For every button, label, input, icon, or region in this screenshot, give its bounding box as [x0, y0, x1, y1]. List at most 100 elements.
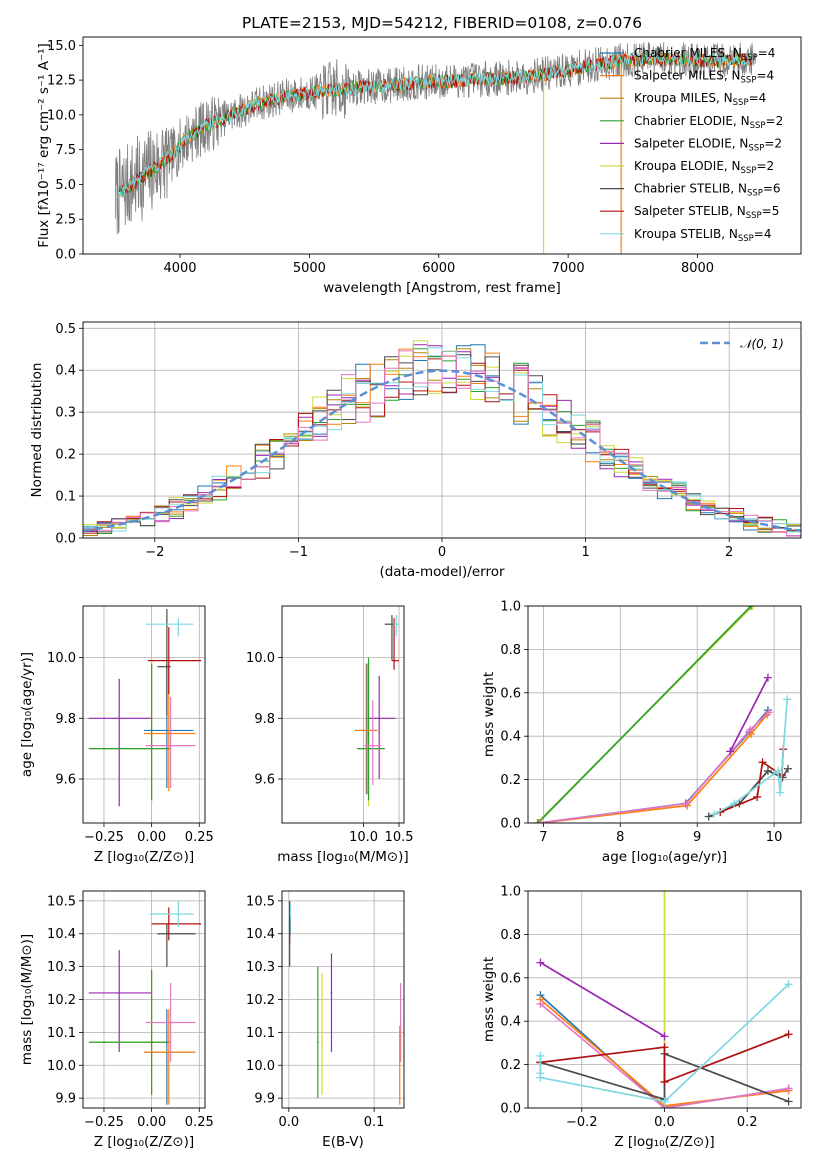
weight-marker — [763, 673, 772, 682]
x-tick-label: −0.25 — [84, 1115, 124, 1130]
weight-series — [540, 1033, 789, 1084]
weight-marker — [537, 819, 546, 823]
errorbar-point — [147, 627, 202, 695]
y-tick-label: 0.2 — [500, 773, 521, 788]
mass_vs_EBV-axes — [282, 891, 404, 1108]
x-axis-label: Z [log₁₀(Z/Z⊙)] — [94, 849, 194, 865]
y-tick-label: 10.2 — [246, 993, 275, 1008]
y-tick-label: 10.0 — [246, 651, 275, 666]
x-axis-label: age [log₁₀(age/yr)] — [602, 849, 727, 865]
legend-entry: Salpeter ELODIE, NSSP=2 — [634, 136, 782, 153]
y-tick-label: 10.3 — [47, 960, 76, 975]
weight-marker — [748, 606, 757, 610]
y-tick-label: 10.5 — [246, 894, 275, 909]
model-spectrum — [117, 51, 753, 198]
errorbar-point — [144, 1009, 196, 1105]
x-tick-label: 0 — [438, 545, 446, 560]
x-axis-label: Z [log₁₀(Z/Z⊙)] — [614, 1134, 714, 1150]
weight-marker — [726, 747, 735, 756]
weight_vs_age-frame: 7 8 9 10 0.0 0.2 0.4 0.6 0.8 1.0 age [log₁₀(age/yr… — [481, 600, 802, 865]
errorbar-point — [357, 657, 385, 801]
y-tick-label: 7.5 — [55, 143, 76, 158]
age_vs_Z-errorbars — [88, 609, 202, 807]
y-tick-label: 0.0 — [55, 248, 76, 263]
x-tick-label: 10.0 — [349, 830, 378, 845]
y-tick-label: 9.6 — [254, 772, 275, 787]
weight-marker — [536, 1051, 545, 1060]
errorbar-point — [88, 678, 152, 807]
weight-marker — [682, 799, 691, 808]
errorbar-point — [391, 618, 400, 670]
x-tick-label: 0.0 — [278, 1115, 299, 1130]
age_vs_mass-axes — [282, 606, 404, 823]
errorbar-point — [88, 950, 152, 1053]
errorbar-point — [330, 953, 333, 1053]
weight_vs_age-lines — [533, 606, 792, 823]
y-tick-label: 10.0 — [246, 1059, 275, 1074]
legend-entry: Kroupa ELODIE, NSSP=2 — [634, 159, 774, 176]
weight-marker — [747, 606, 756, 610]
errorbar-point — [149, 900, 194, 928]
x-tick-label: 0.00 — [137, 1115, 166, 1130]
x-tick-label: 0.00 — [137, 830, 166, 845]
y-axis-label: mass weight — [481, 957, 497, 1042]
errorbar-point — [288, 917, 291, 967]
x-axis-label: Z [log₁₀(Z/Z⊙)] — [94, 1134, 194, 1150]
y-tick-label: 0.2 — [500, 1058, 521, 1073]
y-tick-label: 5.0 — [55, 178, 76, 193]
y-tick-label: 1.0 — [500, 885, 521, 900]
x-tick-label: 5000 — [293, 261, 326, 276]
x-tick-label: 7000 — [552, 261, 585, 276]
weight-marker — [710, 810, 719, 819]
weight-marker — [660, 891, 669, 895]
age_vs_Z-axes — [83, 606, 205, 823]
y-axis-label: mass weight — [481, 672, 497, 757]
y-tick-label: 10.4 — [47, 927, 76, 942]
age_vs_mass-frame: 10.0 10.5 9.6 9.8 10.0 mass [log₁₀(M/M⊙)] — [246, 605, 414, 865]
errorbar-point — [145, 983, 196, 1062]
x-tick-label: 10 — [766, 830, 783, 845]
weight-marker — [763, 766, 772, 775]
y-tick-label: 9.8 — [55, 712, 76, 727]
weight-marker — [535, 819, 544, 823]
y-tick-label: 0.5 — [55, 322, 76, 337]
mass_vs_EBV-errorbars — [288, 900, 402, 1105]
mass_vs_EBV-frame: 0.0 0.1 9.9 10.0 10.1 10.2 10.3 10.4 10.5 E(B-V) — [246, 890, 405, 1150]
weight-marker — [660, 1043, 669, 1052]
x-tick-label: 10.5 — [385, 830, 414, 845]
axes-frame — [527, 605, 802, 824]
x-tick-label: 0.25 — [185, 1115, 214, 1130]
weight-marker — [660, 1097, 669, 1106]
errorbar-point — [88, 969, 171, 1095]
weight-series — [540, 713, 768, 823]
legend-entry: Chabrier MILES, NSSP=4 — [634, 46, 775, 63]
axes-frame — [82, 605, 206, 824]
x-tick-label: 2 — [725, 545, 733, 560]
x-axis-label: (data-model)/error — [379, 564, 505, 580]
errorbar-point — [399, 983, 402, 1062]
errorbar-point — [316, 966, 319, 1099]
y-tick-label: 10.0 — [47, 1059, 76, 1074]
weight-series — [539, 711, 770, 823]
residual-legend: 𝒩(0, 1) — [700, 337, 784, 351]
legend-entry: Kroupa MILES, NSSP=4 — [634, 91, 766, 108]
axes-frame — [281, 605, 405, 824]
y-tick-label: 9.6 — [55, 772, 76, 787]
weight-marker — [730, 799, 739, 808]
y-tick-label: 10.1 — [246, 1026, 275, 1041]
mass_vs_Z-frame: −0.25 0.00 0.25 9.9 10.0 10.1 10.2 10.3 10.4 10.5… — [19, 890, 214, 1150]
y-tick-label: 9.9 — [254, 1092, 275, 1107]
y-tick-label: 10.2 — [47, 993, 76, 1008]
errorbar-point — [365, 675, 396, 779]
weight-marker — [536, 1069, 545, 1078]
age_vs_Z-frame: −0.25 0.00 0.25 9.6 9.8 10.0 Z [log₁₀(Z/Z⊙)] ag… — [19, 605, 214, 865]
legend-entry: 𝒩(0, 1) — [740, 337, 784, 351]
y-tick-label: 10.0 — [47, 108, 76, 123]
y-tick-label: 12.5 — [47, 74, 76, 89]
legend-entry: Chabrier ELODIE, NSSP=2 — [634, 114, 783, 131]
y-tick-label: 0.4 — [500, 730, 521, 745]
spectrum-legend: Chabrier MILES, NSSP=4 Salpeter MILES, NS… — [600, 46, 783, 244]
x-tick-label: 0.25 — [185, 830, 214, 845]
normal-curve — [83, 369, 801, 532]
x-tick-label: 9 — [693, 830, 701, 845]
